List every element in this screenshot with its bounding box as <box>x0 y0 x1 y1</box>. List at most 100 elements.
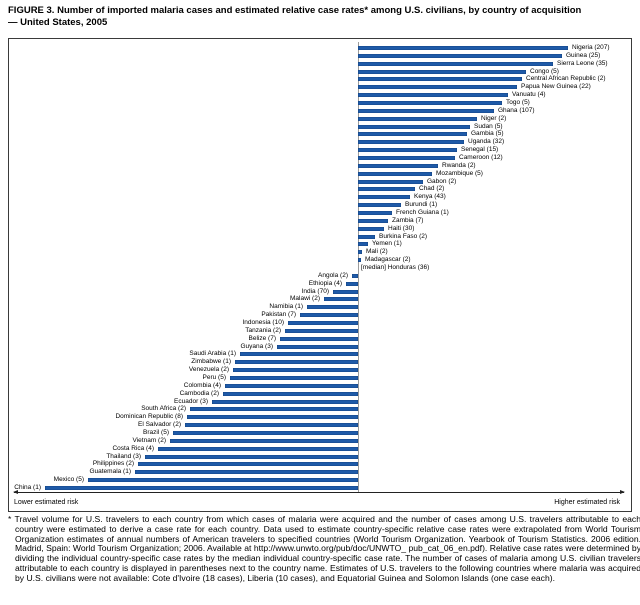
chart-row-vanuatu: Vanuatu (4) <box>9 91 631 99</box>
chart-row-ghana: Ghana (107) <box>9 107 631 115</box>
bar-ethiopia <box>346 282 358 286</box>
bar-label-tanzania: Tanzania (2) <box>245 327 281 334</box>
chart-row-philippines: Philippines (2) <box>9 460 631 468</box>
bar-label-cambodia: Cambodia (2) <box>179 390 219 397</box>
chart-row-yemen: Yemen (1) <box>9 240 631 248</box>
chart-row-venezuela: Venezuela (2) <box>9 366 631 374</box>
bar-burundi <box>358 203 401 207</box>
chart-row-costa-rica: Costa Rica (4) <box>9 445 631 453</box>
chart-row-burkina-faso: Burkina Faso (2) <box>9 233 631 241</box>
chart-row-zimbabwe: Zimbabwe (1) <box>9 358 631 366</box>
bar-venezuela <box>233 368 358 372</box>
bar-papua-new-guinea <box>358 85 517 89</box>
bar-label-pakistan: Pakistan (7) <box>261 311 296 318</box>
bar-label-ghana: Ghana (107) <box>498 107 535 114</box>
chart-row-mali: Mali (2) <box>9 248 631 256</box>
chart-row-french-guiana: French Guiana (1) <box>9 209 631 217</box>
bar-south-africa <box>190 407 358 411</box>
bar-ecuador <box>212 400 358 404</box>
chart-row-senegal: Senegal (15) <box>9 146 631 154</box>
bar-label-colombia: Colombia (4) <box>183 382 221 389</box>
bar-india <box>333 290 358 294</box>
chart-row-china: China (1) <box>9 484 631 492</box>
bar-label-guyana: Guyana (3) <box>240 343 273 350</box>
bar-label-south-africa: South Africa (2) <box>141 405 186 412</box>
chart-row-haiti: Haiti (30) <box>9 225 631 233</box>
bar-label-angola: Angola (2) <box>318 272 348 279</box>
bar-label-rwanda: Rwanda (2) <box>442 162 476 169</box>
bar-label-peru: Peru (5) <box>202 374 226 381</box>
footnote: * Travel volume for U.S. travelers to ea… <box>8 514 640 583</box>
chart-row-uganda: Uganda (32) <box>9 138 631 146</box>
bar-guyana <box>277 345 358 349</box>
chart-row-el-salvador: El Salvador (2) <box>9 421 631 429</box>
bar-burkina-faso <box>358 235 375 239</box>
chart-row-sudan: Sudan (5) <box>9 123 631 131</box>
bar-sudan <box>358 125 470 129</box>
chart-row-dominican-republic: Dominican Republic (8) <box>9 413 631 421</box>
bar-label-el-salvador: El Salvador (2) <box>138 421 181 428</box>
bar-label-cameroon: Cameroon (12) <box>459 154 503 161</box>
bar-pakistan <box>300 313 358 317</box>
bar-cambodia <box>223 392 358 396</box>
bar-congo <box>358 70 526 74</box>
bar-label-dominican-republic: Dominican Republic (8) <box>115 413 183 420</box>
bar-label-brazil: Brazil (5) <box>142 429 169 436</box>
bar-label-mozambique: Mozambique (5) <box>436 170 483 177</box>
bar-peru <box>230 376 358 380</box>
chart-row-ecuador: Ecuador (3) <box>9 398 631 406</box>
bar-indonesia <box>288 321 358 325</box>
bar-yemen <box>358 242 368 246</box>
chart-row-papua-new-guinea: Papua New Guinea (22) <box>9 83 631 91</box>
axis-label-higher-risk: Higher estimated risk <box>554 499 620 506</box>
chart-row-honduras: [median] Honduras (36) <box>9 264 631 272</box>
chart-row-gambia: Gambia (5) <box>9 130 631 138</box>
bar-zimbabwe <box>235 360 358 364</box>
bar-gambia <box>358 132 467 136</box>
bar-label-central-african-republic: Central African Republic (2) <box>526 75 606 82</box>
bar-label-costa-rica: Costa Rica (4) <box>112 445 154 452</box>
chart-row-indonesia: Indonesia (10) <box>9 319 631 327</box>
bar-dominican-republic <box>187 415 358 419</box>
bar-label-ecuador: Ecuador (3) <box>174 398 208 405</box>
bar-thailand <box>145 455 358 459</box>
bar-label-burkina-faso: Burkina Faso (2) <box>379 233 428 240</box>
chart-row-brazil: Brazil (5) <box>9 429 631 437</box>
bar-guinea <box>358 54 562 58</box>
bar-angola <box>352 274 358 278</box>
bar-brazil <box>173 431 358 435</box>
bar-el-salvador <box>185 423 358 427</box>
chart-row-guinea: Guinea (25) <box>9 52 631 60</box>
bar-label-chad: Chad (2) <box>419 185 445 192</box>
bar-label-venezuela: Venezuela (2) <box>188 366 229 373</box>
bar-label-sierra-leone: Sierra Leone (35) <box>557 60 608 67</box>
bar-vanuatu <box>358 93 508 97</box>
bar-rwanda <box>358 164 438 168</box>
chart-row-burundi: Burundi (1) <box>9 201 631 209</box>
chart-row-sierra-leone: Sierra Leone (35) <box>9 60 631 68</box>
bar-label-congo: Congo (5) <box>530 68 559 75</box>
bar-zambia <box>358 219 388 223</box>
chart-row-peru: Peru (5) <box>9 374 631 382</box>
bar-label-niger: Niger (2) <box>481 115 507 122</box>
chart-row-madagascar: Madagascar (2) <box>9 256 631 264</box>
bar-ghana <box>358 109 494 113</box>
chart-row-malawi: Malawi (2) <box>9 295 631 303</box>
bar-haiti <box>358 227 384 231</box>
bar-mexico <box>88 478 358 482</box>
bar-label-sudan: Sudan (5) <box>474 123 503 130</box>
chart-row-cameroon: Cameroon (12) <box>9 154 631 162</box>
bar-label-french-guiana: French Guiana (1) <box>396 209 449 216</box>
bar-central-african-republic <box>358 77 522 81</box>
bar-gabon <box>358 180 423 184</box>
chart-row-thailand: Thailand (3) <box>9 453 631 461</box>
chart-row-chad: Chad (2) <box>9 185 631 193</box>
bar-chad <box>358 187 415 191</box>
bar-malawi <box>324 297 358 301</box>
chart-row-mozambique: Mozambique (5) <box>9 170 631 178</box>
chart-row-nigeria: Nigeria (207) <box>9 44 631 52</box>
chart-row-guyana: Guyana (3) <box>9 343 631 351</box>
chart-row-vietnam: Vietnam (2) <box>9 437 631 445</box>
bar-colombia <box>225 384 358 388</box>
bar-label-mali: Mali (2) <box>366 248 388 255</box>
